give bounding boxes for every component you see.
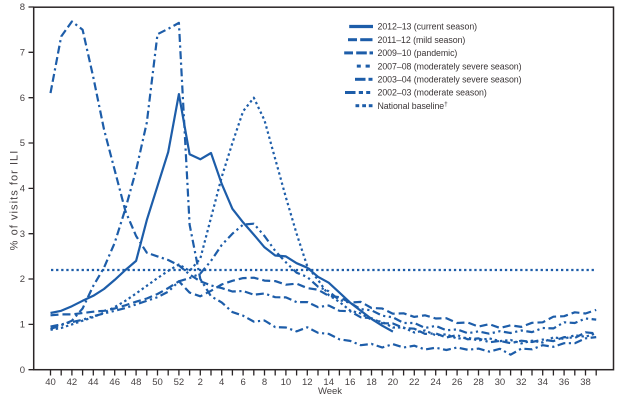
- svg-text:2: 2: [198, 377, 203, 388]
- svg-text:6: 6: [240, 377, 245, 388]
- svg-text:2011–12 (mild season): 2011–12 (mild season): [378, 35, 466, 45]
- svg-text:10: 10: [281, 377, 292, 388]
- svg-text:8: 8: [20, 2, 25, 13]
- svg-text:2002–03 (moderate season): 2002–03 (moderate season): [378, 88, 487, 98]
- svg-text:26: 26: [452, 377, 463, 388]
- svg-text:0: 0: [20, 365, 25, 376]
- svg-text:38: 38: [580, 377, 591, 388]
- svg-text:5: 5: [20, 138, 25, 149]
- svg-text:4: 4: [20, 184, 25, 195]
- svg-text:44: 44: [88, 377, 99, 388]
- svg-text:8: 8: [262, 377, 267, 388]
- svg-text:18: 18: [366, 377, 377, 388]
- svg-text:Week: Week: [318, 386, 342, 397]
- svg-text:34: 34: [537, 377, 548, 388]
- svg-text:50: 50: [152, 377, 163, 388]
- svg-text:2003–04 (moderately severe sea: 2003–04 (moderately severe season): [378, 75, 522, 85]
- svg-text:28: 28: [473, 377, 484, 388]
- svg-text:2: 2: [20, 274, 25, 285]
- svg-text:52: 52: [174, 377, 185, 388]
- svg-text:46: 46: [109, 377, 120, 388]
- svg-text:4: 4: [219, 377, 224, 388]
- svg-text:14: 14: [323, 377, 334, 388]
- svg-text:20: 20: [388, 377, 399, 388]
- svg-text:3: 3: [20, 229, 25, 240]
- svg-text:22: 22: [409, 377, 420, 388]
- svg-text:1: 1: [20, 320, 25, 331]
- svg-text:30: 30: [495, 377, 506, 388]
- svg-text:42: 42: [67, 377, 78, 388]
- svg-text:National baseline†: National baseline†: [378, 101, 449, 111]
- svg-text:7: 7: [20, 48, 25, 59]
- svg-text:36: 36: [559, 377, 570, 388]
- svg-text:2009–10 (pandemic): 2009–10 (pandemic): [378, 48, 458, 58]
- svg-text:40: 40: [45, 377, 56, 388]
- svg-text:2012–13 (current season): 2012–13 (current season): [378, 22, 478, 32]
- svg-text:32: 32: [516, 377, 527, 388]
- svg-text:48: 48: [131, 377, 142, 388]
- svg-text:2007–08 (moderately severe sea: 2007–08 (moderately severe season): [378, 61, 522, 71]
- svg-text:12: 12: [302, 377, 313, 388]
- svg-text:% of visits for ILI: % of visits for ILI: [8, 150, 20, 251]
- svg-text:24: 24: [430, 377, 441, 388]
- svg-text:6: 6: [20, 93, 25, 104]
- svg-text:16: 16: [345, 377, 356, 388]
